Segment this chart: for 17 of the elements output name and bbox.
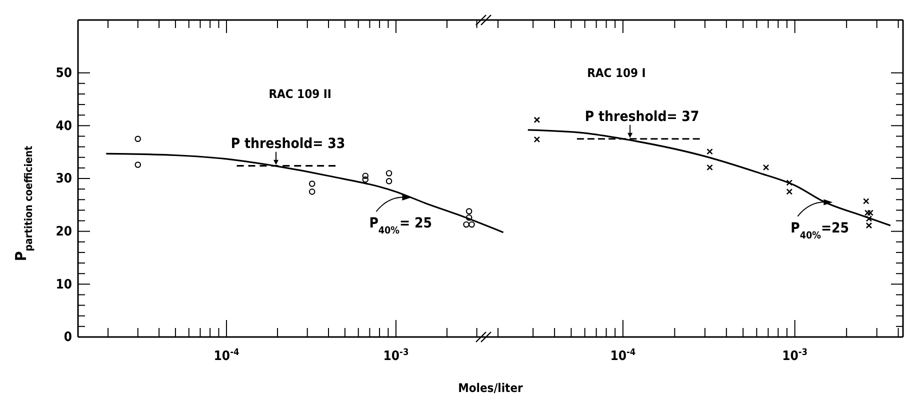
y-tick-label: 40 xyxy=(56,118,72,134)
annotation: P$_{40%}$= 25 xyxy=(369,216,432,236)
annotation: P$_{40%}$=25 xyxy=(790,220,850,241)
annotation: RAC 109 II xyxy=(268,87,332,101)
y-tick-label: 30 xyxy=(56,172,72,187)
x-tick-label: 10$^{-3}$ xyxy=(782,348,808,364)
x-tick-label: 10$^{-3}$ xyxy=(383,348,409,364)
y-tick-label: 50 xyxy=(56,66,72,81)
y-tick-label: 0 xyxy=(64,330,72,346)
annotation: P threshold= 37 xyxy=(584,108,700,125)
y-tick-label: 10 xyxy=(56,277,72,292)
x-tick-label: 10$^{-4}$ xyxy=(610,348,636,364)
x-tick-label: 10$^{-4}$ xyxy=(214,348,240,364)
annotation: P threshold= 33 xyxy=(230,136,346,152)
y-tick-label: 20 xyxy=(56,224,72,240)
annotation: RAC 109 I xyxy=(587,66,646,80)
x-axis-title: Moles/liter xyxy=(458,381,524,395)
